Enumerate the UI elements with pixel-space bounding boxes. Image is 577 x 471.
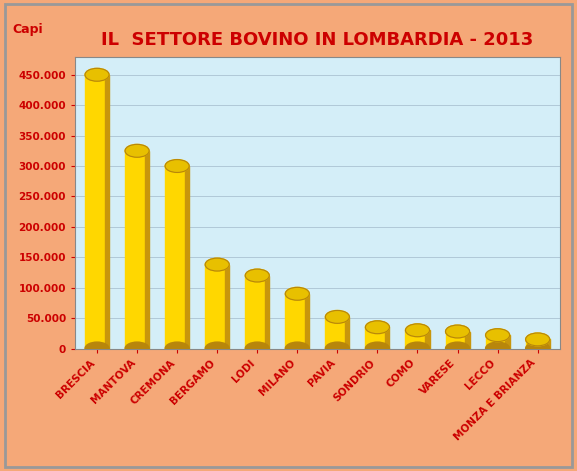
Bar bbox=[406, 330, 425, 349]
Ellipse shape bbox=[125, 342, 149, 355]
Bar bbox=[345, 317, 350, 349]
Ellipse shape bbox=[486, 329, 509, 341]
Bar bbox=[465, 332, 470, 349]
Bar bbox=[265, 276, 269, 349]
Ellipse shape bbox=[205, 258, 229, 271]
Bar bbox=[85, 75, 105, 349]
Ellipse shape bbox=[285, 342, 309, 355]
Ellipse shape bbox=[406, 342, 429, 355]
Ellipse shape bbox=[325, 342, 350, 355]
Bar bbox=[125, 151, 145, 349]
Bar bbox=[145, 151, 149, 349]
Ellipse shape bbox=[245, 342, 269, 355]
Bar bbox=[385, 327, 389, 349]
Ellipse shape bbox=[85, 342, 109, 355]
Bar bbox=[165, 166, 185, 349]
Bar bbox=[486, 335, 505, 349]
Bar bbox=[365, 327, 385, 349]
Bar bbox=[325, 317, 345, 349]
Ellipse shape bbox=[526, 333, 550, 346]
Ellipse shape bbox=[526, 342, 550, 355]
Ellipse shape bbox=[445, 325, 470, 338]
Ellipse shape bbox=[486, 342, 509, 355]
Title: IL  SETTORE BOVINO IN LOMBARDIA - 2013: IL SETTORE BOVINO IN LOMBARDIA - 2013 bbox=[101, 32, 534, 49]
Bar bbox=[445, 332, 465, 349]
Ellipse shape bbox=[245, 269, 269, 282]
Bar bbox=[185, 166, 189, 349]
Bar bbox=[305, 294, 309, 349]
Bar bbox=[205, 265, 225, 349]
Bar bbox=[245, 276, 265, 349]
Ellipse shape bbox=[406, 324, 429, 337]
Ellipse shape bbox=[285, 287, 309, 300]
Ellipse shape bbox=[125, 145, 149, 157]
Ellipse shape bbox=[165, 342, 189, 355]
Bar bbox=[505, 335, 509, 349]
Text: Capi: Capi bbox=[12, 23, 43, 36]
Bar bbox=[425, 330, 429, 349]
Bar bbox=[285, 294, 305, 349]
Ellipse shape bbox=[325, 310, 350, 323]
Ellipse shape bbox=[445, 342, 470, 355]
Bar bbox=[526, 340, 545, 349]
Ellipse shape bbox=[85, 68, 109, 81]
Bar bbox=[545, 340, 550, 349]
Ellipse shape bbox=[365, 321, 389, 333]
Ellipse shape bbox=[205, 342, 229, 355]
Bar bbox=[105, 75, 109, 349]
Ellipse shape bbox=[365, 342, 389, 355]
Bar bbox=[225, 265, 229, 349]
Ellipse shape bbox=[165, 160, 189, 172]
